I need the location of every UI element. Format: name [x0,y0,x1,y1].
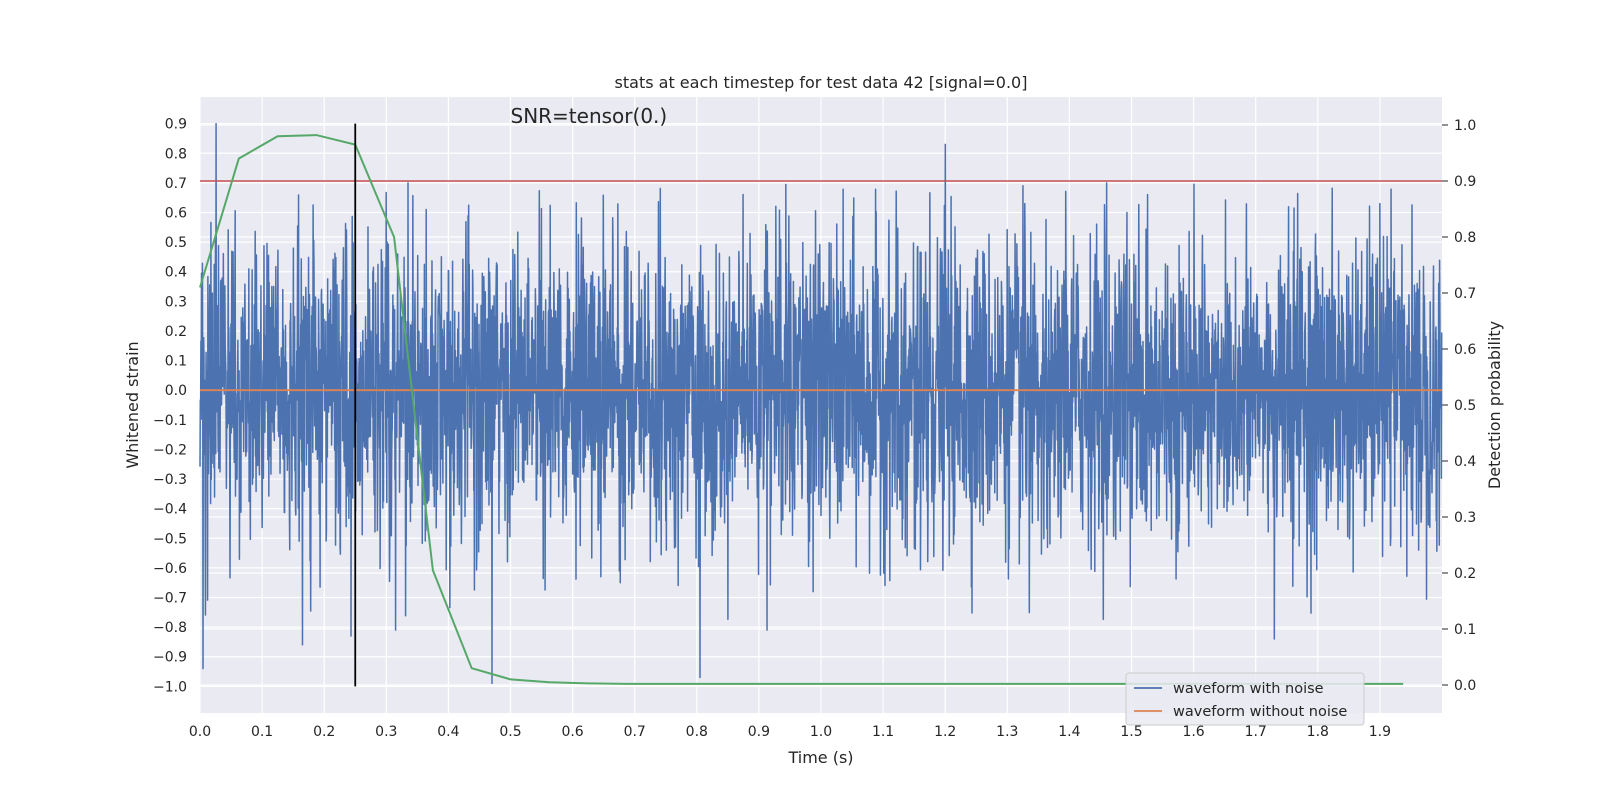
x-tick-label: 0.7 [624,724,646,740]
y-tick-label: 0.1 [165,354,187,370]
x-tick-label: 1.2 [934,724,956,740]
y-tick-label: −0.6 [153,561,187,577]
y-tick-label: −0.7 [153,591,187,607]
x-axis-label: Time (s) [787,748,853,767]
x-tick-label: 0.8 [686,724,708,740]
x-tick-label: 0.6 [561,724,583,740]
x-tick-label: 1.0 [810,724,832,740]
y-tick-label: −0.9 [153,650,187,666]
legend-label-noise: waveform with noise [1173,681,1324,697]
y2-tick-label: 0.6 [1454,342,1476,358]
tick-labels: 0.0 0.1 0.2 0.3 0.4 0.5 0.6 0.7 0.8 0.9 1.0 1.1 1.2 1… [153,117,1476,740]
y-tick-label: −0.5 [153,531,187,547]
y-tick-label: −0.2 [153,442,187,458]
x-tick-label: 1.6 [1182,724,1204,740]
y-tick-label: 0.5 [165,235,187,251]
x-tick-label: 0.2 [313,724,335,740]
y-tick-label: 0.9 [165,117,187,133]
y2-tick-label: 0.0 [1454,678,1476,694]
x-tick-label: 0.9 [748,724,770,740]
snr-annotation: SNR=tensor(0.) [511,104,668,128]
y2-tick-label: 0.8 [1454,230,1476,246]
y-tick-label: 0.0 [165,383,187,399]
y2-tick-label: 0.4 [1454,454,1476,470]
y2-tick-label: 0.2 [1454,566,1476,582]
legend-label-clean: waveform without noise [1173,704,1347,720]
y-tick-label: −0.4 [153,502,187,518]
y2-axis-label: Detection probability [1485,321,1504,489]
y2-tick-label: 0.7 [1454,286,1476,302]
x-tick-label: 0.5 [499,724,521,740]
x-tick-label: 1.1 [872,724,894,740]
y-tick-label: 0.8 [165,146,187,162]
y2-tick-label: 1.0 [1454,118,1476,134]
y2-tick-label: 0.5 [1454,398,1476,414]
x-tick-label: 1.8 [1307,724,1329,740]
legend: waveform with noise waveform without noi… [1125,672,1365,726]
y-tick-label: 0.4 [165,265,187,281]
y-tick-label: −0.3 [153,472,187,488]
y-tick-label: 0.3 [165,294,187,310]
y-tick-label: −1.0 [153,679,187,695]
y-tick-label: 0.6 [165,206,187,222]
series-layer [199,122,1443,687]
chart-title: stats at each timestep for test data 42 … [615,73,1028,92]
legend-box [1125,672,1365,726]
y-tick-label: 0.2 [165,324,187,340]
y2-tick-label: 0.3 [1454,510,1476,526]
x-tick-label: 1.4 [1058,724,1080,740]
y-tick-label: 0.7 [165,176,187,192]
y-axis-label: Whitened strain [123,341,142,468]
x-tick-label: 1.3 [996,724,1018,740]
y2-tick-label: 0.1 [1454,622,1476,638]
x-tick-label: 1.9 [1369,724,1391,740]
y-tick-label: −0.1 [153,413,187,429]
x-tick-label: 1.5 [1120,724,1142,740]
x-tick-label: 1.7 [1245,724,1267,740]
x-tick-label: 0.3 [375,724,397,740]
y-tick-label: −0.8 [153,620,187,636]
y2-tick-label: 0.9 [1454,174,1476,190]
x-tick-label: 0.0 [189,724,211,740]
x-tick-label: 0.4 [437,724,459,740]
x-tick-label: 0.1 [251,724,273,740]
